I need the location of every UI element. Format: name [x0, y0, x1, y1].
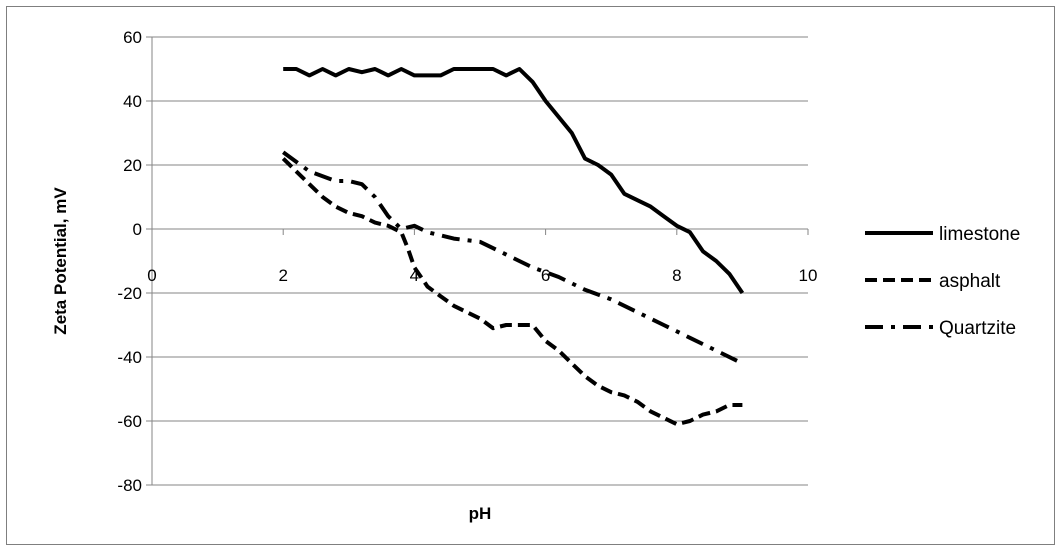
x-tick-label: 4 [410, 266, 419, 285]
y-axis-title: Zeta Potential, mV [51, 187, 70, 335]
chart-area [6, 6, 1055, 545]
legend: limestone asphalt Quartzite [865, 224, 1020, 339]
legend-label-quartzite: Quartzite [939, 318, 1016, 339]
x-tick-label: 10 [799, 266, 818, 285]
axes [146, 36, 809, 486]
y-tick-label: 20 [123, 156, 142, 175]
legend-label-asphalt: asphalt [939, 271, 1001, 292]
legend-label-limestone: limestone [939, 224, 1020, 245]
x-tick-label: 2 [278, 266, 287, 285]
gridlines [152, 36, 808, 486]
y-tick-label: 40 [123, 92, 142, 111]
y-tick-label: 0 [133, 220, 142, 239]
x-tick-label: 8 [672, 266, 681, 285]
y-tick-label: -20 [117, 284, 142, 303]
series-line-limestone [283, 67, 745, 295]
series-line-asphalt [281, 157, 743, 427]
y-tick-label: -80 [117, 476, 142, 495]
y-tick-label: 60 [123, 28, 142, 47]
y-tick-label: -60 [117, 412, 142, 431]
x-tick-label: 0 [147, 266, 156, 285]
x-tick-label: 6 [541, 266, 550, 285]
series-line-quartzite [282, 150, 744, 366]
x-axis-title: pH [469, 504, 492, 523]
tick-labels: 60 40 20 0 -20 -40 -60 -80 0 2 4 6 8 10 [117, 28, 817, 495]
y-tick-label: -40 [117, 348, 142, 367]
series-lines [281, 67, 745, 427]
